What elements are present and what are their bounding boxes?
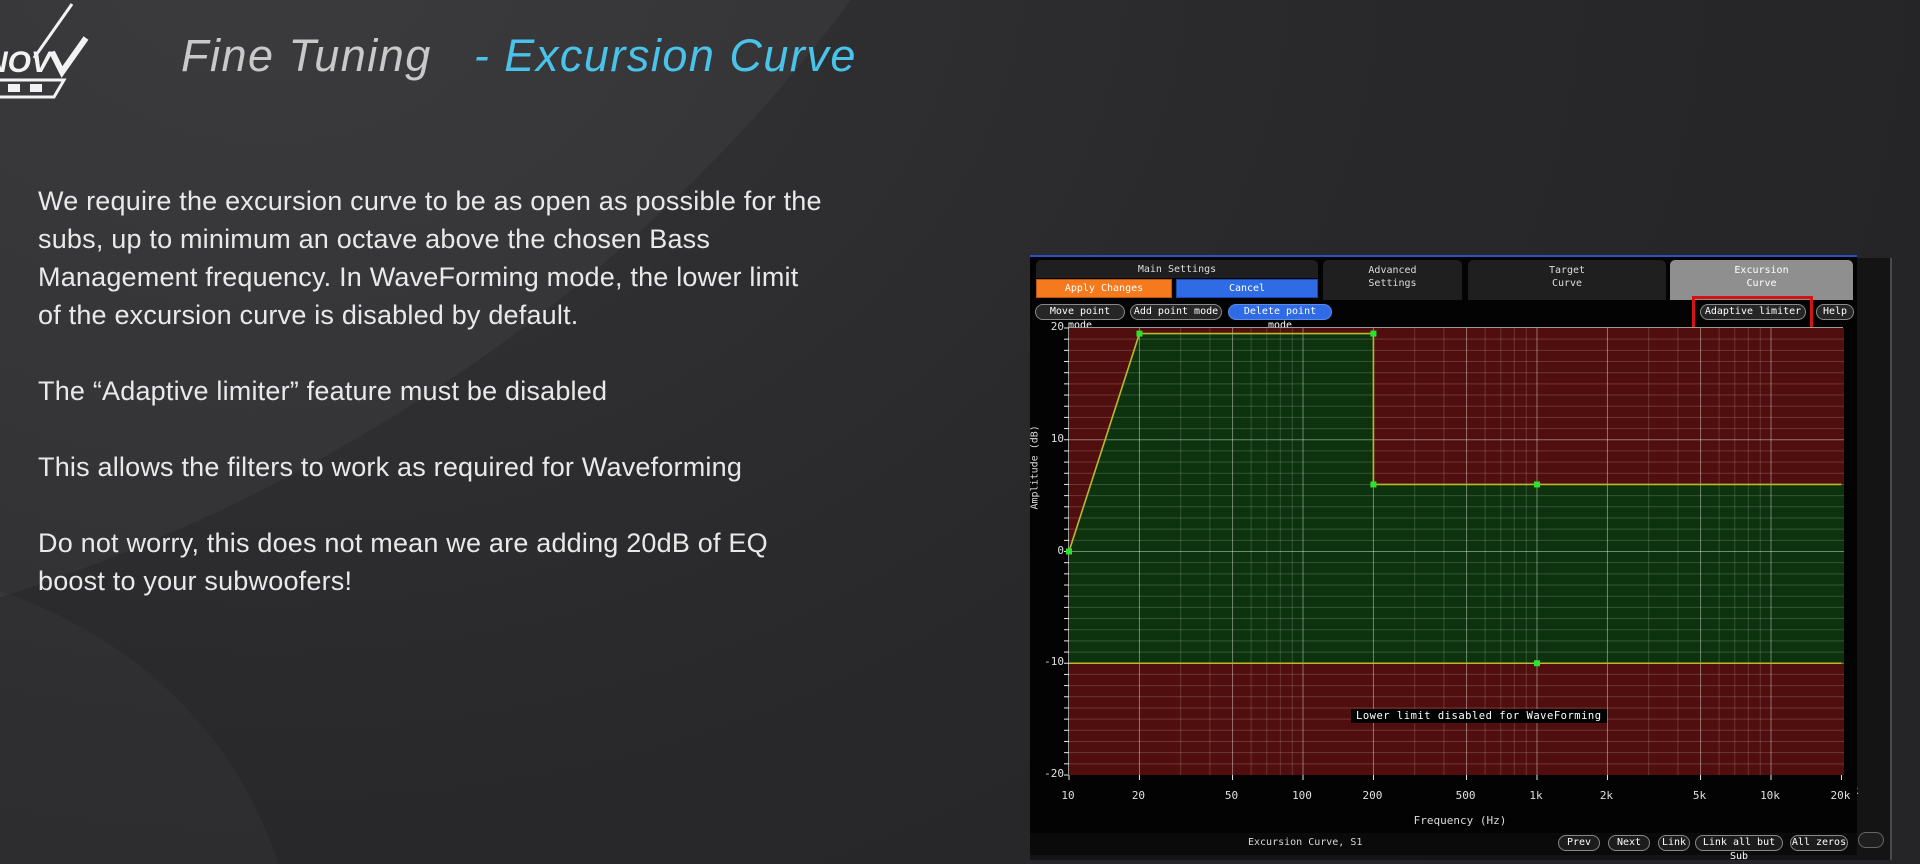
x-tick-label: 50 (1224, 789, 1239, 802)
y-tick-label: -20 (1044, 767, 1064, 780)
x-tick-label: 200 (1362, 789, 1383, 802)
paragraph-adaptive-limiter: The “Adaptive limiter” feature must be d… (38, 376, 608, 406)
tab-target-curve[interactable]: Target Curve (1468, 260, 1666, 300)
x-tick-label: 2k (1599, 789, 1614, 802)
chart-footer-bar: Excursion Curve, S1 Prev Next Link Link … (1030, 833, 1857, 862)
tab-main-settings-label: Main Settings (1137, 264, 1217, 275)
y-tick-label: 10 (1050, 431, 1064, 445)
paragraph-excursion-open: We require the excursion curve to be as … (38, 186, 822, 330)
help-button[interactable]: Help (1816, 304, 1854, 320)
delete-point-mode-button[interactable]: Delete point mode (1228, 304, 1332, 331)
slide-title-part1: Fine Tuning (181, 30, 432, 81)
curve-point[interactable] (1370, 481, 1377, 488)
link-button[interactable]: Link (1658, 835, 1690, 851)
x-tick-label: 100 (1292, 789, 1312, 802)
curve-point[interactable] (1370, 330, 1377, 337)
y-tick-label: -10 (1044, 655, 1064, 669)
x-tick-label: 10 (1061, 789, 1075, 802)
x-tick-label: 500 (1455, 789, 1476, 802)
y-axis-title: Amplitude (dB) (1029, 425, 1041, 510)
blocked-region-top (1069, 328, 1844, 552)
excursion-curve-app-window: Main Settings Advanced Settings Target C… (1029, 255, 1857, 862)
tab-target-line2: Curve (1551, 278, 1583, 289)
slide-title: Fine Tuning - Excursion Curve (181, 30, 857, 82)
link-all-but-sub-button[interactable]: Link all but Sub (1695, 835, 1783, 862)
move-point-mode-button[interactable]: Move point mode (1035, 304, 1125, 331)
x-tick-label: 5k (1692, 789, 1707, 802)
tab-advanced-line2: Settings (1368, 278, 1417, 289)
tab-excursion-line1: Excursion (1734, 265, 1789, 276)
curve-point[interactable] (1534, 660, 1540, 667)
tab-excursion-curve[interactable]: Excursion Curve (1670, 260, 1853, 300)
slide-body-text: We require the excursion curve to be as … (38, 182, 868, 638)
lower-limit-annotation: Lower limit disabled for WaveForming (1351, 709, 1607, 723)
svg-text:NOV: NOV (0, 46, 54, 79)
curve-point[interactable] (1066, 548, 1072, 555)
status-label: Excursion Curve, S1 (1248, 837, 1363, 848)
tab-excursion-line2: Curve (1746, 278, 1777, 289)
x-tick-label: 20k (1830, 789, 1851, 802)
x-tick-label: 1k (1529, 789, 1543, 802)
paragraph-filters: This allows the filters to work as requi… (38, 452, 743, 482)
y-tick-label: 0 (1057, 543, 1064, 557)
tab-advanced-settings[interactable]: Advanced Settings (1323, 260, 1462, 300)
paragraph-no-boost: Do not worry, this does not mean we are … (38, 528, 768, 596)
next-button[interactable]: Next (1608, 835, 1650, 851)
curve-point[interactable] (1136, 330, 1143, 337)
trinnov-audio-logo: NOV (0, 3, 89, 99)
x-axis-title: Frequency (Hz) (1413, 814, 1507, 827)
excursion-chart[interactable] (1064, 327, 1844, 780)
prev-button[interactable]: Prev (1558, 835, 1600, 851)
cancel-button[interactable]: Cancel (1176, 279, 1318, 298)
adaptive-limiter-button[interactable]: Adaptive limiter (1700, 304, 1806, 320)
slide-title-part2: - Excursion Curve (473, 30, 857, 81)
all-zeros-button[interactable]: All zeros (1790, 835, 1848, 851)
x-tick-label: 20 (1131, 789, 1146, 802)
tab-advanced-line1: Advanced (1368, 265, 1417, 276)
add-point-mode-button[interactable]: Add point mode (1130, 304, 1222, 320)
tab-target-line1: Target (1548, 265, 1586, 276)
y-tick-label: 20 (1050, 320, 1064, 333)
tab-main-settings[interactable]: Main Settings (1036, 260, 1318, 278)
excursion-chart-plot[interactable]: Lower limit disabled for WaveForming (1064, 327, 1844, 780)
apply-changes-button[interactable]: Apply Changes (1036, 279, 1172, 298)
x-tick-label: 10k (1760, 789, 1780, 802)
clipped-button (1858, 832, 1884, 848)
allowed-region (1069, 333, 1844, 664)
curve-point[interactable] (1534, 481, 1540, 488)
